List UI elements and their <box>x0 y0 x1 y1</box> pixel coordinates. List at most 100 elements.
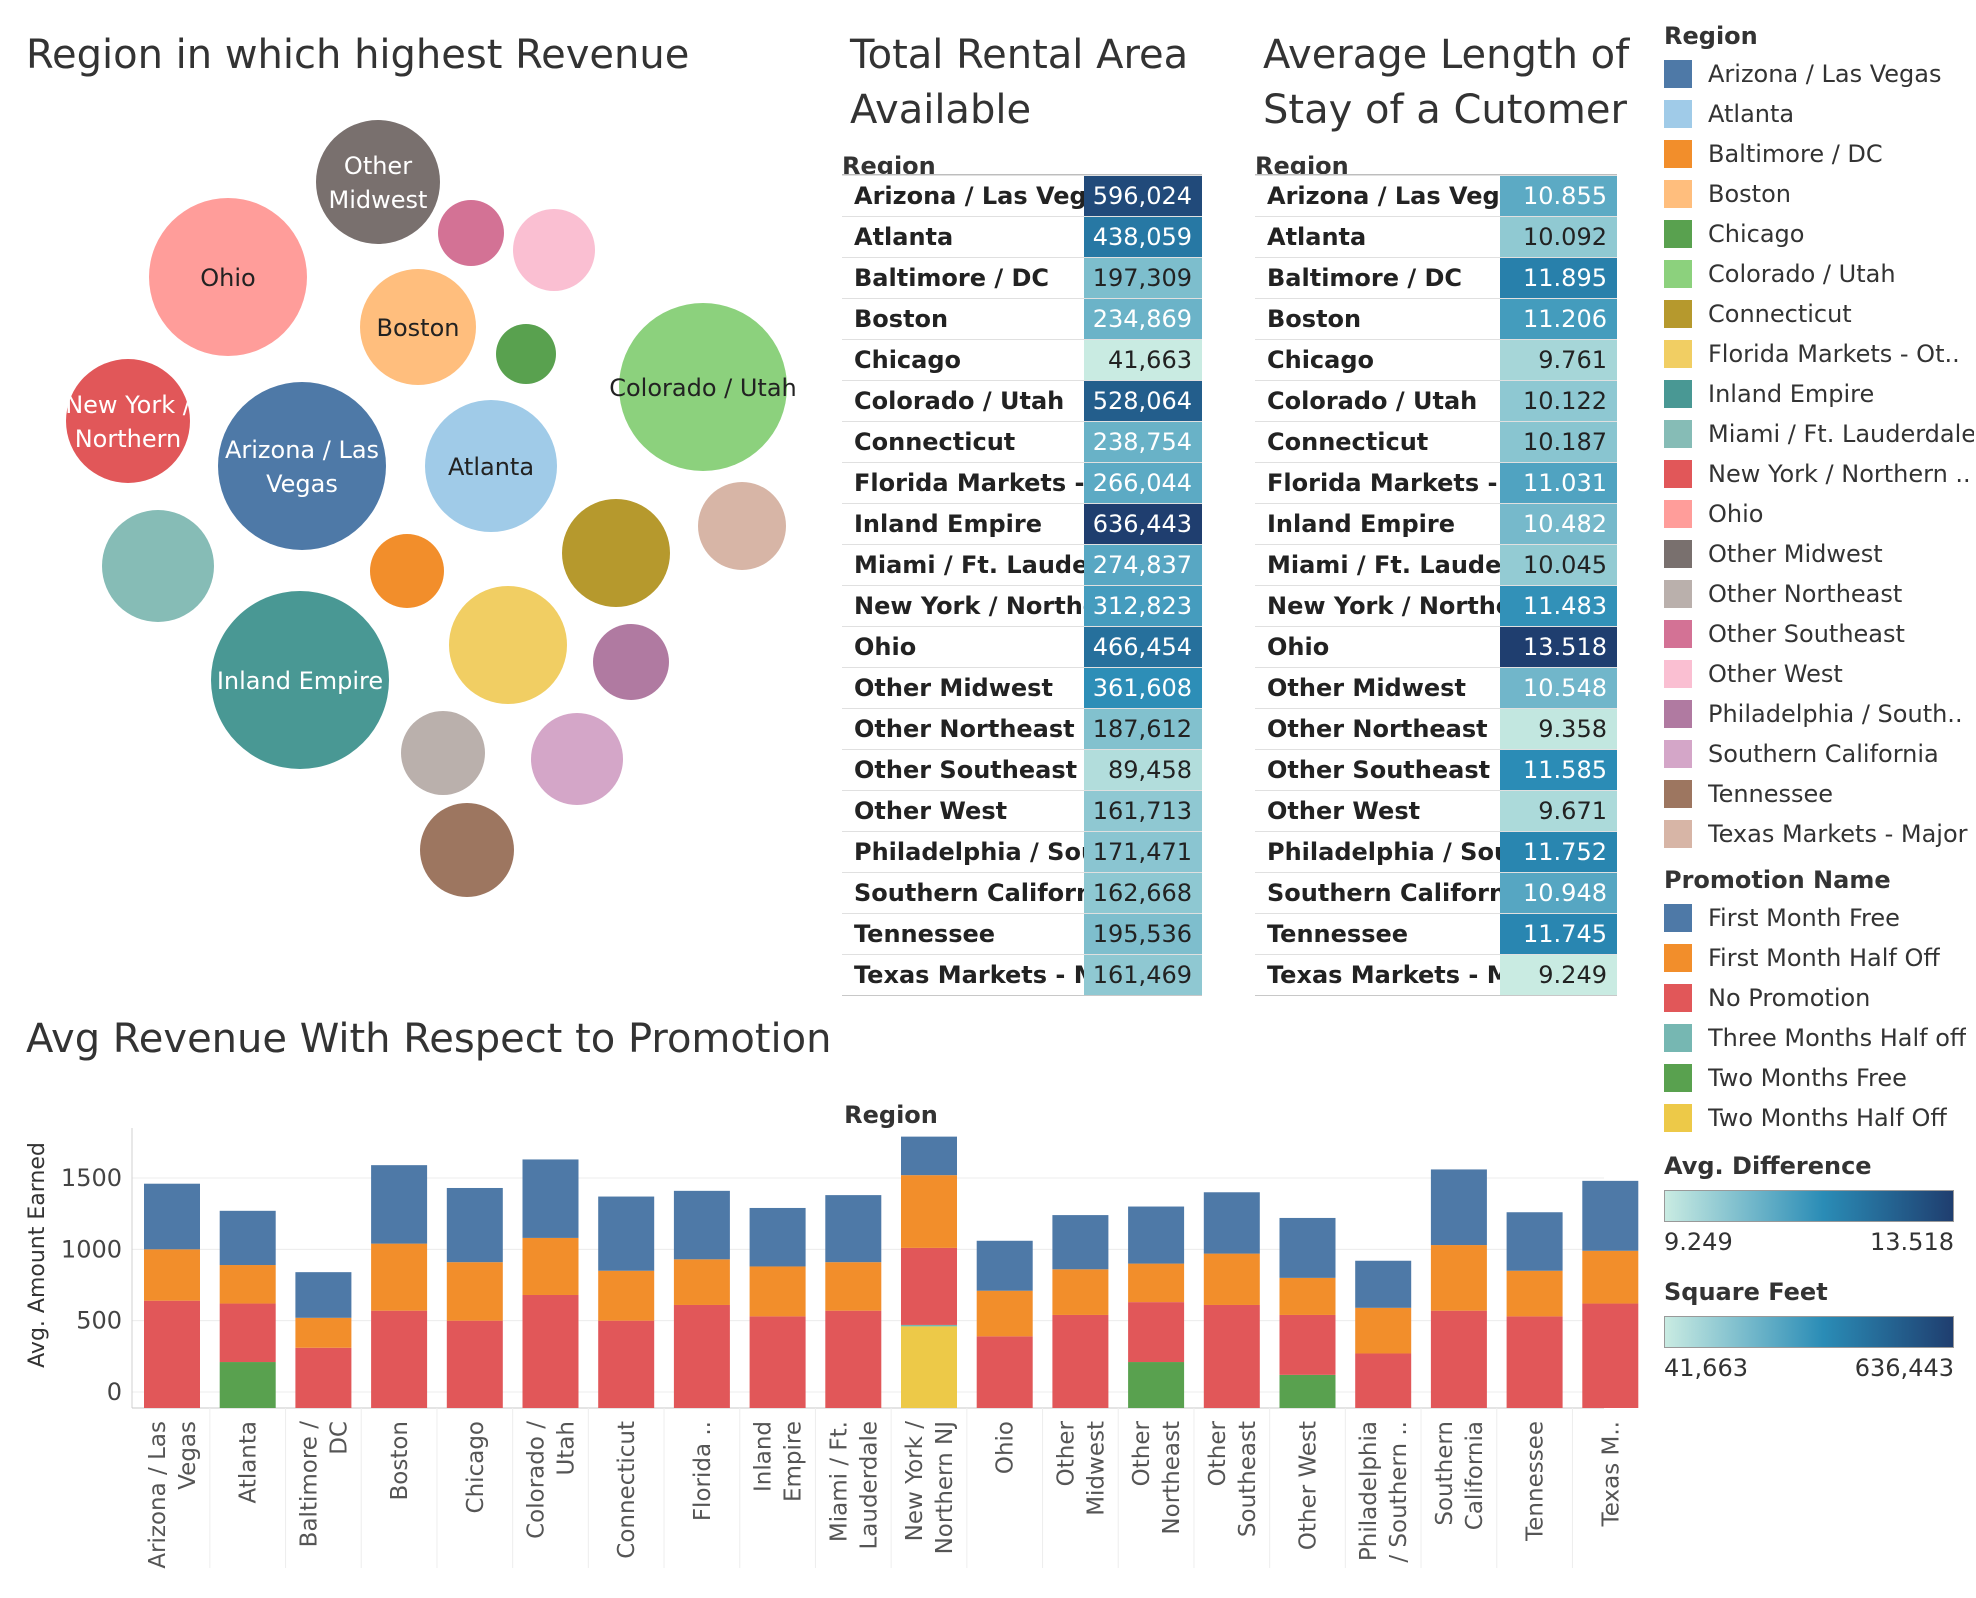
legend-item-other-west: Other West <box>1664 654 1974 694</box>
legend-item-other-midwest: Other Midwest <box>1664 534 1974 574</box>
table-row-label: Miami / Ft. Lauder.. <box>1267 551 1500 579</box>
rental-table-title: Total Rental Area Available <box>850 28 1188 138</box>
bar-category-label: Tennessee <box>1523 1421 1549 1542</box>
legend-swatch <box>1664 984 1692 1012</box>
table-row-value: 41,663 <box>1083 340 1202 380</box>
bubble-arizona-las-vegas-label: Vegas <box>266 470 338 498</box>
bar-category-label: Other Midwest <box>1053 1420 1109 1515</box>
table-row: Arizona / Las Vegas596,024 <box>842 175 1202 216</box>
table-row-value: 10.045 <box>1499 545 1617 585</box>
square-feet-color-ramp <box>1664 1316 1954 1348</box>
legend-item-two-months-half-off: Two Months Half Off <box>1664 1098 1974 1138</box>
avg-difference-color-ramp <box>1664 1190 1954 1222</box>
legend-label: Two Months Free <box>1708 1064 1907 1092</box>
bubble-arizona-las-vegas-circle <box>218 382 386 550</box>
bar-segment-first-month-free <box>749 1207 806 1267</box>
table-row: Other Northeast 9.358 <box>1255 708 1617 749</box>
table-row-value: 11.752 <box>1499 832 1617 872</box>
bar-segment-first-month-half-off <box>144 1249 200 1301</box>
bar-segment-first-month-free <box>1506 1212 1563 1271</box>
bar-category-label-line: Lauderdale <box>856 1421 882 1550</box>
bar-category-label: Chicago <box>463 1421 489 1513</box>
promotion-legend: First Month Free First Month Half Off No P… <box>1664 898 1974 1138</box>
table-row-label: Ohio <box>854 633 917 661</box>
table-row-label: Connecticut <box>1267 428 1429 456</box>
bar-category-label: Florida .. <box>690 1421 716 1521</box>
promotion-bar-chart: Region Avg. Amount Earned 0 500 1000 1500 Ariz… <box>25 1101 1639 1569</box>
table-row-label: Miami / Ft. Lauder.. <box>854 551 1084 579</box>
bar-segment-first-month-half-off <box>446 1262 503 1321</box>
table-row: Southern California162,668 <box>842 872 1202 913</box>
bubble-chicago-circle <box>496 324 556 384</box>
table-row-label: Other Midwest <box>1267 674 1466 702</box>
avg-difference-max: 13.518 <box>1870 1228 1954 1256</box>
bar-category-label: Ohio <box>993 1421 1019 1474</box>
table-row-label: Tennessee <box>1267 920 1409 948</box>
legend-label: Other Northeast <box>1708 580 1903 608</box>
bar-category-label-line: Empire <box>781 1421 807 1502</box>
legend-label: Atlanta <box>1708 100 1795 128</box>
table-row: Other Northeast 187,612 <box>842 708 1202 749</box>
bubble-philadelphia-south <box>593 624 669 700</box>
table-row-value: 11.483 <box>1499 586 1617 626</box>
table-row-label: Atlanta <box>854 223 954 251</box>
legend-label: Connecticut <box>1708 300 1852 328</box>
bar-category-label: Arizona / Las Vegas <box>145 1421 201 1569</box>
bar-category-label-line: Northeast <box>1159 1421 1185 1535</box>
table-row: Chicago 41,663 <box>842 339 1202 380</box>
bubble-florida-markets-ot-circle <box>449 586 567 704</box>
legend-swatch <box>1664 140 1692 168</box>
table-row-label: Colorado / Utah <box>854 387 1065 415</box>
bar-segment-no-promotion <box>522 1294 579 1408</box>
legend-label: Other Midwest <box>1708 540 1883 568</box>
table-row-value: 161,713 <box>1083 791 1202 831</box>
bar-segment-first-month-half-off <box>976 1290 1033 1337</box>
bar-segment-first-month-free <box>1430 1169 1487 1246</box>
bar-category-label-line: California <box>1462 1421 1488 1530</box>
bar-ylabel: Avg. Amount Earned <box>25 1142 50 1368</box>
table-row-value: 10.187 <box>1499 422 1617 462</box>
bar-segment-no-promotion <box>598 1320 655 1408</box>
bar-category-label-line: Other <box>1129 1420 1155 1486</box>
table-row-value: 197,309 <box>1083 258 1202 298</box>
table-row: Other Southeast 11.585 <box>1255 749 1617 790</box>
bar-category-label-line: Vegas <box>175 1421 201 1490</box>
legend-swatch <box>1664 1064 1692 1092</box>
table-row: Ohio 466,454 <box>842 626 1202 667</box>
legend-item-atlanta: Atlanta <box>1664 94 1974 134</box>
bubble-other-northeast-circle <box>401 711 485 795</box>
bar-segment-first-month-half-off <box>295 1317 352 1348</box>
bar-segment-first-month-free <box>295 1272 352 1318</box>
bar-segment-first-month-half-off <box>1128 1263 1185 1303</box>
table-row-label: Tennessee <box>854 920 996 948</box>
bubble-atlanta-label: Atlanta <box>448 453 534 481</box>
table-row-value: 171,471 <box>1083 832 1202 872</box>
avg-difference-min: 9.249 <box>1664 1228 1733 1256</box>
table-row-value: 11.031 <box>1499 463 1617 503</box>
table-row-value: 9.761 <box>1499 340 1617 380</box>
bar-segment-first-month-half-off <box>825 1262 882 1311</box>
bar-category-label: Baltimore / DC <box>296 1421 352 1548</box>
table-row: Connecticut 238,754 <box>842 421 1202 462</box>
bar-segment-first-month-free <box>673 1190 730 1260</box>
bar-category-label-line: Boston <box>387 1421 413 1501</box>
legend-item-arizona-las-vegas: Arizona / Las Vegas <box>1664 54 1974 94</box>
bubble-inland-empire-label: Inland Empire <box>217 667 383 695</box>
legend-swatch <box>1664 460 1692 488</box>
legend-swatch <box>1664 780 1692 808</box>
bar-segment-first-month-half-off <box>1203 1253 1260 1305</box>
table-row: Texas Markets - M..9.249 <box>1255 954 1617 996</box>
table-row-value: 361,608 <box>1083 668 1202 708</box>
stay-title-line-2: Stay of a Cutomer <box>1263 87 1627 134</box>
table-row-value: 11.585 <box>1499 750 1617 790</box>
bar-category-label-line: Utah <box>554 1421 580 1476</box>
legend-item-other-southeast: Other Southeast <box>1664 614 1974 654</box>
legend-panel: Region Arizona / Las Vegas Atlanta Baltimo… <box>1664 18 1974 1382</box>
bar-segment-no-promotion <box>1582 1303 1639 1408</box>
legend-swatch <box>1664 1104 1692 1132</box>
table-row-value: 13.518 <box>1499 627 1617 667</box>
bubble-boston: Boston <box>360 269 476 385</box>
bar-segment-no-promotion <box>1355 1353 1412 1408</box>
table-row: Colorado / Utah 10.122 <box>1255 380 1617 421</box>
